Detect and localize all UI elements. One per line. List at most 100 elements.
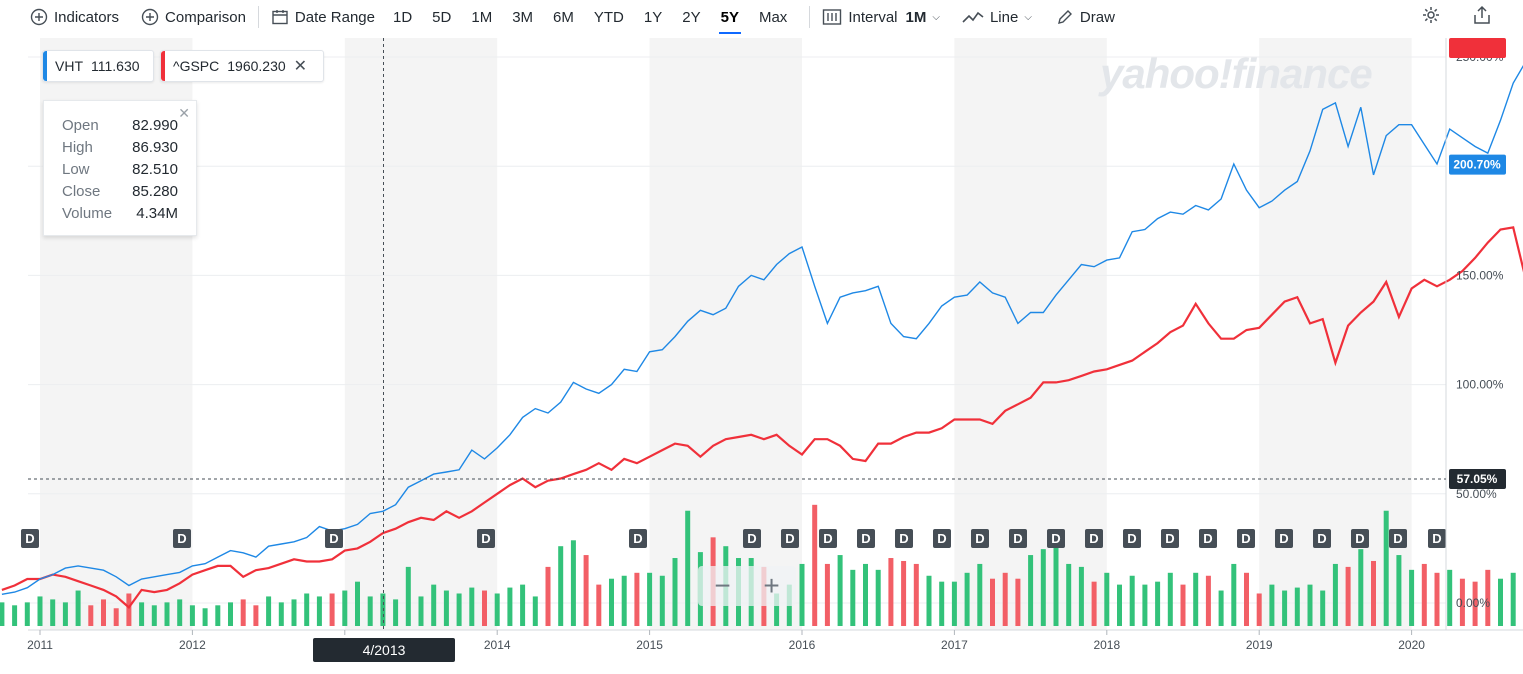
volume-bar: [291, 599, 297, 626]
range-1m[interactable]: 1M: [471, 8, 493, 26]
range-6m[interactable]: 6M: [553, 8, 574, 26]
y-tick-label: 0.00%: [1456, 596, 1490, 610]
volume-bar: [1383, 510, 1389, 626]
y-tick-label: 150.00%: [1456, 268, 1504, 282]
volume-bar: [278, 602, 284, 626]
svg-text:D: D: [861, 531, 870, 546]
volume-bar: [1053, 543, 1059, 626]
volume-bar: [596, 584, 602, 626]
range-selector: 1D 5D 1M 3M 6M YTD 1Y 2Y 5Y Max: [383, 0, 797, 34]
draw-label: Draw: [1079, 8, 1115, 26]
volume-bar: [1498, 578, 1503, 626]
svg-text:D: D: [1127, 531, 1136, 546]
volume-bar: [863, 563, 868, 626]
comparison-button[interactable]: Comparison: [141, 0, 246, 34]
volume-bar: [1244, 572, 1249, 626]
settings-button[interactable]: [1421, 0, 1441, 34]
range-3m[interactable]: 3M: [512, 8, 534, 26]
year-band: [649, 38, 802, 630]
high-label: High: [62, 138, 93, 156]
range-ytd[interactable]: YTD: [593, 8, 624, 26]
volume-bar: [659, 575, 665, 626]
date-range-label: Date Range: [294, 8, 375, 26]
volume-bar: [367, 596, 373, 626]
volume-bar: [151, 605, 157, 626]
volume-bar: [888, 558, 894, 626]
dividend-marker: D: [1237, 529, 1255, 548]
volume-bar: [253, 605, 259, 626]
volume-bar: [1256, 593, 1262, 626]
svg-text:D: D: [1089, 531, 1098, 546]
range-2y[interactable]: 2Y: [682, 8, 701, 26]
volume-bar: [1332, 563, 1338, 626]
dividend-marker: D: [971, 529, 989, 548]
volume-bar: [951, 581, 957, 626]
volume-bar: [101, 599, 106, 626]
svg-text:D: D: [1393, 531, 1402, 546]
x-tick-label: 2012: [179, 638, 206, 652]
volume-bar: [88, 605, 94, 626]
legend-vht[interactable]: VHT 111.630: [42, 50, 154, 82]
volume-bar: [494, 593, 500, 626]
volume-bar: [1218, 590, 1224, 626]
svg-text:D: D: [633, 531, 642, 546]
legend-gspc[interactable]: ^GSPC 1960.230 ✕: [160, 50, 324, 82]
open-label: Open: [62, 116, 99, 134]
range-1d[interactable]: 1D: [392, 8, 413, 26]
volume-bar: [1078, 566, 1084, 626]
interval-button[interactable]: Interval 1M ⌵: [822, 0, 940, 34]
volume-bar: [964, 572, 970, 626]
calendar-icon: [271, 8, 289, 26]
volume-bar: [75, 590, 81, 626]
svg-text:D: D: [747, 531, 756, 546]
volume-bar: [990, 578, 995, 626]
close-icon[interactable]: ✕: [178, 105, 190, 121]
x-tick-label: 2017: [941, 638, 968, 652]
dividend-marker: D: [1389, 529, 1407, 548]
indicators-button[interactable]: Indicators: [30, 0, 119, 34]
svg-text:200.70%: 200.70%: [1453, 158, 1501, 172]
dividend-marker: D: [1047, 529, 1065, 548]
date-range-button[interactable]: Date Range: [271, 0, 375, 34]
svg-text:D: D: [177, 531, 186, 546]
volume-bar: [380, 593, 386, 626]
volume-bar: [1205, 575, 1211, 626]
volume-bar: [1282, 590, 1288, 626]
range-5d[interactable]: 5D: [432, 8, 452, 26]
comparison-label: Comparison: [165, 8, 246, 26]
share-button[interactable]: [1473, 0, 1491, 34]
volume-bar: [355, 581, 360, 626]
volume-bar: [672, 558, 678, 626]
chart-toolbar: Indicators Comparison Date Range 1D 5D 1M 3…: [0, 0, 1523, 34]
x-tick-label: 2018: [1093, 638, 1120, 652]
close-value: 85.280: [132, 182, 178, 200]
dividend-marker: D: [781, 529, 799, 548]
draw-button[interactable]: Draw: [1056, 0, 1115, 34]
x-tick-label: 2011: [27, 638, 53, 652]
volume-bar: [1180, 584, 1186, 626]
volume-bar: [609, 578, 614, 626]
volume-bar: [1345, 566, 1351, 626]
svg-text:D: D: [823, 531, 832, 546]
range-1y[interactable]: 1Y: [643, 8, 663, 26]
volume-bar: [202, 608, 208, 626]
range-5y[interactable]: 5Y: [711, 0, 749, 34]
range-max[interactable]: Max: [758, 8, 788, 26]
volume-bar: [431, 584, 437, 626]
svg-text:D: D: [1165, 531, 1174, 546]
volume-bar: [1155, 581, 1161, 626]
svg-text:D: D: [1051, 531, 1060, 546]
volume-bar: [1307, 584, 1313, 626]
volume-bar: [583, 555, 589, 626]
dividend-marker: D: [1009, 529, 1027, 548]
volume-bar: [139, 602, 145, 626]
zoom-in-button[interactable]: +: [763, 570, 780, 601]
dividend-marker: D: [743, 529, 761, 548]
pencil-icon: [1056, 8, 1074, 26]
toolbar-divider: [809, 6, 811, 28]
chart-type-button[interactable]: Line ⌵: [962, 0, 1032, 34]
remove-comparison-close-icon[interactable]: ✕: [293, 58, 308, 75]
zoom-out-button[interactable]: −: [714, 570, 731, 601]
volume-bar: [1472, 581, 1478, 626]
svg-text:D: D: [1203, 531, 1212, 546]
